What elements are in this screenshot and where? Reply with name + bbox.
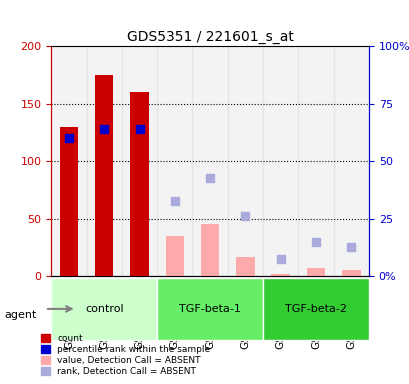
Point <box>65 135 72 141</box>
Bar <box>59 127 78 276</box>
Bar <box>130 92 148 276</box>
Point <box>171 198 178 204</box>
Title: GDS5351 / 221601_s_at: GDS5351 / 221601_s_at <box>126 30 293 44</box>
Text: TGF-beta-1: TGF-beta-1 <box>179 304 240 314</box>
Point <box>277 256 283 262</box>
Text: TGF-beta-2: TGF-beta-2 <box>284 304 346 314</box>
Legend: count, percentile rank within the sample, value, Detection Call = ABSENT, rank, : count, percentile rank within the sample… <box>37 330 213 379</box>
Bar <box>306 268 324 276</box>
Bar <box>200 224 219 276</box>
Bar <box>298 46 333 276</box>
Bar <box>95 75 113 276</box>
Point <box>207 175 213 181</box>
FancyBboxPatch shape <box>263 278 368 340</box>
Bar <box>157 46 192 276</box>
Bar <box>86 46 121 276</box>
Text: agent: agent <box>4 310 36 320</box>
Point <box>242 213 248 219</box>
Bar <box>263 46 298 276</box>
Bar <box>341 270 360 276</box>
Bar <box>51 46 86 276</box>
Bar <box>121 46 157 276</box>
Point <box>312 238 319 245</box>
Bar <box>333 46 368 276</box>
Bar <box>192 46 227 276</box>
FancyBboxPatch shape <box>51 278 157 340</box>
FancyBboxPatch shape <box>157 278 263 340</box>
Bar <box>165 236 184 276</box>
Point <box>136 126 142 132</box>
Bar <box>227 46 263 276</box>
Bar <box>271 274 289 276</box>
Point <box>101 126 107 132</box>
Text: control: control <box>85 304 123 314</box>
Point <box>347 244 354 250</box>
Bar <box>236 257 254 276</box>
